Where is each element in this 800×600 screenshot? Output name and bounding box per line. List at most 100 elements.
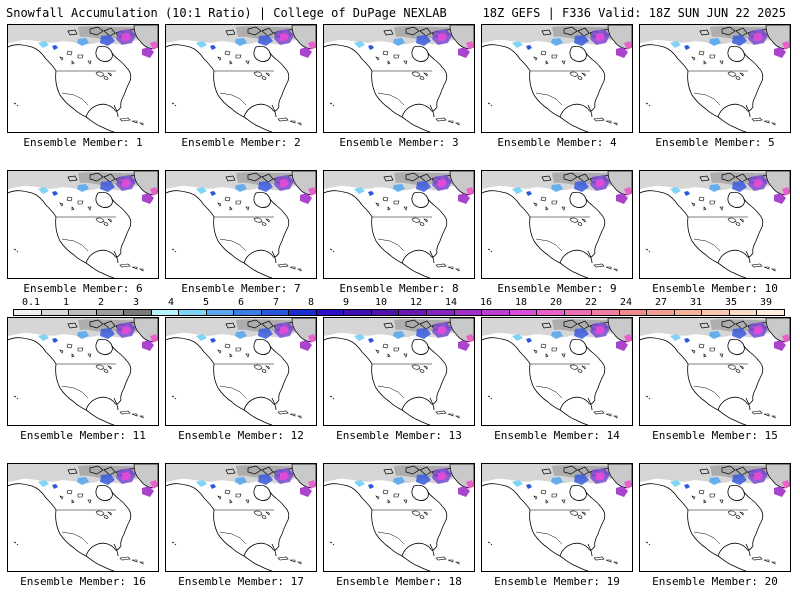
north-america-map <box>166 464 316 571</box>
ensemble-member-label: Ensemble Member: 15 <box>652 429 778 442</box>
colorbar-swatch <box>482 310 510 315</box>
ensemble-member-label: Ensemble Member: 3 <box>339 136 459 149</box>
ensemble-member-map-2 <box>165 24 317 133</box>
colorbar-swatch <box>206 310 235 315</box>
colorbar-tick-label: 6 <box>237 297 245 308</box>
colorbar-tick-label: 20 <box>549 297 563 308</box>
colorbar-swatch <box>702 310 730 315</box>
north-america-map <box>8 25 158 132</box>
colorbar-swatch <box>509 310 538 315</box>
colorbar-swatch <box>151 310 180 315</box>
ensemble-member-label: Ensemble Member: 1 <box>23 136 143 149</box>
colorbar-swatch <box>757 310 784 315</box>
colorbar-swatch <box>179 310 207 315</box>
colorbar-swatch <box>454 310 483 315</box>
ensemble-member-label: Ensemble Member: 8 <box>339 282 459 295</box>
snowfall-colorbar: 0.1 1 2 3 4 5 6 7 8 9 10 12 14 16 18 20 22 24 27 31 35 39 <box>13 298 785 318</box>
ensemble-member-label: Ensemble Member: 10 <box>652 282 778 295</box>
ensemble-member-label: Ensemble Member: 17 <box>178 575 304 588</box>
colorbar-tick-label: 7 <box>272 297 280 308</box>
colorbar-swatch <box>371 310 400 315</box>
ensemble-member-label: Ensemble Member: 19 <box>494 575 620 588</box>
colorbar-swatch <box>537 310 565 315</box>
ensemble-member-map-14 <box>481 317 633 426</box>
colorbar-swatch <box>124 310 152 315</box>
colorbar-tick-label: 10 <box>374 297 388 308</box>
colorbar-swatch <box>261 310 290 315</box>
colorbar-swatch <box>289 310 317 315</box>
north-america-map <box>166 171 316 278</box>
ensemble-member-map-6 <box>7 170 159 279</box>
colorbar-strip <box>13 309 785 316</box>
ensemble-member-map-10 <box>639 170 791 279</box>
north-america-map <box>324 318 474 425</box>
ensemble-member-map-17 <box>165 463 317 572</box>
north-america-map <box>324 171 474 278</box>
north-america-map <box>482 464 632 571</box>
colorbar-swatch <box>41 310 70 315</box>
ensemble-member-label: Ensemble Member: 14 <box>494 429 620 442</box>
north-america-map <box>640 464 790 571</box>
colorbar-swatch <box>399 310 427 315</box>
north-america-map <box>8 171 158 278</box>
ensemble-member-label: Ensemble Member: 20 <box>652 575 778 588</box>
ensemble-member-map-16 <box>7 463 159 572</box>
colorbar-tick-label: 1 <box>62 297 70 308</box>
colorbar-tick-label: 24 <box>619 297 633 308</box>
ensemble-member-label: Ensemble Member: 5 <box>655 136 775 149</box>
colorbar-tick-label: 16 <box>479 297 493 308</box>
colorbar-swatch <box>674 310 703 315</box>
ensemble-member-label: Ensemble Member: 11 <box>20 429 146 442</box>
colorbar-tick-label: 2 <box>97 297 105 308</box>
map-title: Snowfall Accumulation (10:1 Ratio) | Col… <box>6 6 447 20</box>
ensemble-member-label: Ensemble Member: 13 <box>336 429 462 442</box>
north-america-map <box>324 464 474 571</box>
colorbar-tick-label: 31 <box>689 297 703 308</box>
north-america-map <box>640 318 790 425</box>
ensemble-member-map-20 <box>639 463 791 572</box>
colorbar-tick-label: 3 <box>132 297 140 308</box>
colorbar-swatch <box>619 310 648 315</box>
colorbar-swatch <box>316 310 345 315</box>
ensemble-member-map-4 <box>481 24 633 133</box>
ensemble-member-map-8 <box>323 170 475 279</box>
ensemble-member-label: Ensemble Member: 16 <box>20 575 146 588</box>
colorbar-tick-label: 14 <box>444 297 458 308</box>
north-america-map <box>166 318 316 425</box>
ensemble-member-label: Ensemble Member: 2 <box>181 136 301 149</box>
colorbar-swatch <box>69 310 97 315</box>
ensemble-member-label: Ensemble Member: 18 <box>336 575 462 588</box>
colorbar-swatch <box>96 310 125 315</box>
ensemble-member-map-13 <box>323 317 475 426</box>
colorbar-tick-label: 18 <box>514 297 528 308</box>
colorbar-swatch <box>564 310 593 315</box>
colorbar-swatch <box>729 310 758 315</box>
colorbar-tick-label: 35 <box>724 297 738 308</box>
ensemble-member-map-1 <box>7 24 159 133</box>
colorbar-tick-label: 5 <box>202 297 210 308</box>
colorbar-tick-label: 27 <box>654 297 668 308</box>
north-america-map <box>8 318 158 425</box>
north-america-map <box>324 25 474 132</box>
colorbar-swatch <box>14 310 42 315</box>
ensemble-member-map-19 <box>481 463 633 572</box>
north-america-map <box>166 25 316 132</box>
north-america-map <box>482 318 632 425</box>
colorbar-tick-label: 9 <box>342 297 350 308</box>
north-america-map <box>8 464 158 571</box>
ensemble-member-label: Ensemble Member: 12 <box>178 429 304 442</box>
colorbar-tick-label: 12 <box>409 297 423 308</box>
colorbar-swatch <box>234 310 262 315</box>
north-america-map <box>640 171 790 278</box>
ensemble-member-map-7 <box>165 170 317 279</box>
ensemble-member-label: Ensemble Member: 7 <box>181 282 301 295</box>
model-valid-time: 18Z GEFS | F336 Valid: 18Z SUN JUN 22 20… <box>482 6 786 20</box>
colorbar-tick-label: 8 <box>307 297 315 308</box>
colorbar-swatch <box>647 310 675 315</box>
ensemble-member-map-3 <box>323 24 475 133</box>
colorbar-tick-label: 0.1 <box>21 297 41 308</box>
colorbar-swatch <box>426 310 455 315</box>
ensemble-member-label: Ensemble Member: 9 <box>497 282 617 295</box>
colorbar-swatch <box>592 310 620 315</box>
ensemble-member-map-12 <box>165 317 317 426</box>
